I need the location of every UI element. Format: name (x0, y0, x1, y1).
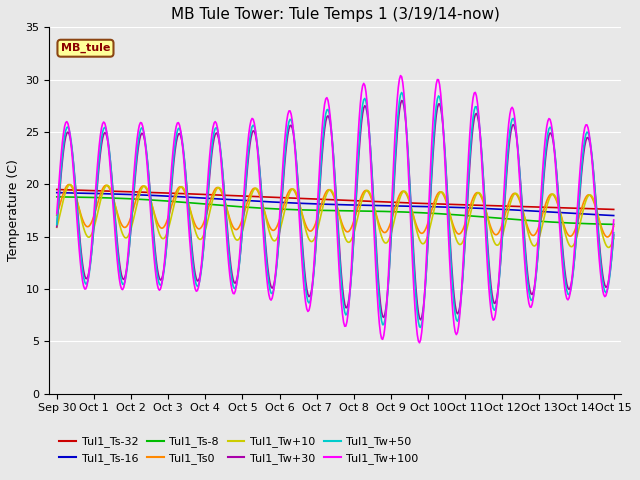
Tul1_Tw+30 (598, 271, 606, 276)
Tul1_Tw+50 (598, 277, 606, 283)
Tul1_Tw+30 (317, 164, 325, 169)
Tul1_Tw+30 (610, 232, 618, 238)
Legend: Tul1_Ts-32, Tul1_Ts-16, Tul1_Ts-8, Tul1_Ts0, Tul1_Tw+10, Tul1_Tw+30, Tul1_Tw+50,: Tul1_Ts-32, Tul1_Ts-16, Tul1_Ts-8, Tul1_… (55, 432, 423, 468)
Line: Tul1_Ts-16: Tul1_Ts-16 (57, 192, 614, 216)
Tul1_Ts-8 (355, 208, 362, 214)
Tul1_Tw+30 (355, 164, 362, 170)
Tul1_Tw+30 (53, 224, 61, 230)
Tul1_Tw+100 (355, 133, 362, 139)
Tul1_Ts0 (385, 223, 393, 229)
Tul1_Ts-32 (385, 199, 392, 205)
Tul1_Tw+100 (317, 137, 325, 143)
Tul1_Ts-32 (509, 204, 517, 209)
Tul1_Tw+100 (385, 276, 392, 281)
Tul1_Ts-16 (596, 212, 604, 218)
Tul1_Ts-8 (321, 207, 328, 213)
Title: MB Tule Tower: Tule Temps 1 (3/19/14-now): MB Tule Tower: Tule Temps 1 (3/19/14-now… (171, 7, 500, 22)
Tul1_Tw+100 (321, 101, 328, 107)
Y-axis label: Temperature (C): Temperature (C) (7, 159, 20, 262)
Tul1_Ts-32 (317, 196, 325, 202)
Tul1_Tw+100 (397, 73, 404, 79)
Tul1_Ts-8 (317, 207, 325, 213)
Tul1_Tw+30 (321, 126, 328, 132)
Tul1_Ts-16 (385, 203, 392, 209)
Tul1_Ts0 (355, 200, 363, 205)
Tul1_Ts0 (322, 190, 330, 195)
Tul1_Tw+50 (417, 324, 424, 330)
Tul1_Tw+10 (610, 235, 618, 241)
Line: Tul1_Tw+100: Tul1_Tw+100 (57, 76, 614, 343)
Tul1_Tw+50 (398, 90, 406, 96)
Tul1_Tw+50 (321, 118, 328, 124)
Tul1_Tw+10 (319, 206, 326, 212)
Tul1_Ts-32 (596, 206, 604, 212)
Tul1_Ts0 (511, 191, 518, 196)
Tul1_Ts0 (598, 224, 605, 230)
Tul1_Tw+10 (385, 236, 393, 241)
Tul1_Tw+10 (355, 208, 363, 214)
Tul1_Tw+50 (53, 222, 61, 228)
Tul1_Tw+50 (385, 282, 392, 288)
Tul1_Tw+30 (417, 317, 424, 323)
Tul1_Ts-32 (321, 197, 328, 203)
Line: Tul1_Tw+30: Tul1_Tw+30 (57, 100, 614, 320)
Tul1_Ts-8 (610, 221, 618, 227)
Tul1_Ts-32 (610, 206, 618, 212)
Tul1_Ts-16 (53, 190, 61, 195)
Tul1_Ts-16 (355, 202, 362, 208)
Tul1_Tw+10 (53, 225, 61, 230)
Line: Tul1_Ts0: Tul1_Ts0 (57, 184, 614, 237)
Tul1_Ts-32 (53, 187, 61, 192)
Tul1_Tw+50 (317, 156, 325, 162)
Tul1_Tw+100 (511, 121, 519, 127)
Tul1_Ts0 (610, 223, 618, 229)
Line: Tul1_Ts-32: Tul1_Ts-32 (57, 190, 614, 209)
Tul1_Tw+100 (53, 211, 61, 216)
Tul1_Tw+10 (322, 193, 330, 199)
Tul1_Ts-16 (509, 207, 517, 213)
Line: Tul1_Tw+50: Tul1_Tw+50 (57, 93, 614, 327)
Tul1_Tw+100 (415, 340, 423, 346)
Tul1_Tw+30 (385, 281, 392, 287)
Text: MB_tule: MB_tule (61, 43, 110, 53)
Tul1_Tw+100 (610, 217, 618, 223)
Tul1_Tw+30 (511, 128, 519, 133)
Tul1_Ts0 (603, 234, 611, 240)
Line: Tul1_Tw+10: Tul1_Tw+10 (57, 184, 614, 247)
Tul1_Ts0 (65, 181, 73, 187)
Tul1_Ts-16 (321, 201, 328, 207)
Tul1_Tw+10 (511, 191, 518, 197)
Tul1_Tw+50 (511, 124, 519, 130)
Tul1_Ts-16 (610, 213, 618, 218)
Tul1_Ts-32 (355, 198, 362, 204)
Tul1_Ts-8 (53, 194, 61, 200)
Tul1_Ts-8 (385, 209, 392, 215)
Tul1_Tw+10 (67, 181, 74, 187)
Tul1_Tw+30 (398, 97, 406, 103)
Tul1_Ts-8 (509, 216, 517, 222)
Tul1_Ts0 (319, 198, 326, 204)
Line: Tul1_Ts-8: Tul1_Ts-8 (57, 197, 614, 224)
Tul1_Tw+100 (598, 287, 606, 292)
Tul1_Ts0 (53, 212, 61, 218)
Tul1_Ts-8 (596, 221, 604, 227)
Tul1_Tw+10 (604, 244, 612, 250)
Tul1_Ts-16 (317, 201, 325, 207)
Tul1_Tw+50 (355, 156, 362, 162)
Tul1_Tw+50 (610, 230, 618, 236)
Tul1_Tw+10 (598, 228, 605, 233)
